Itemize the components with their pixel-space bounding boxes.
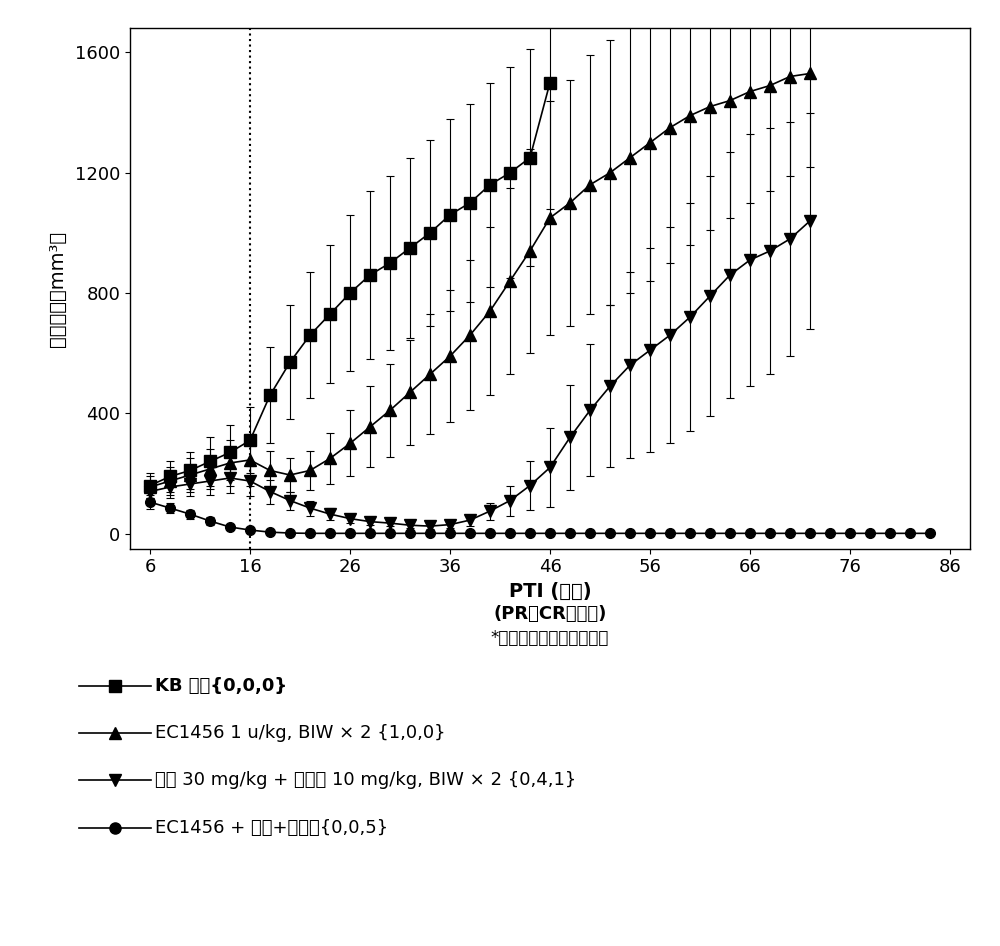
Text: (PR、CR、治愈): (PR、CR、治愈) (493, 605, 607, 623)
Y-axis label: 胿瘤体积（mm³）: 胿瘤体积（mm³） (48, 231, 67, 346)
Text: PTI (天数): PTI (天数) (509, 582, 591, 601)
Text: 卡铂 30 mg/kg + 紫杉醇 10 mg/kg, BIW × 2 {0,4,1}: 卡铂 30 mg/kg + 紫杉醇 10 mg/kg, BIW × 2 {0,4… (155, 771, 576, 790)
Text: KB 对照{0,0,0}: KB 对照{0,0,0} (155, 676, 287, 695)
Text: EC1456 + 卡铂+紫杉醇{0,0,5}: EC1456 + 卡铂+紫杉醇{0,0,5} (155, 818, 388, 837)
Text: *虚线表示最终给药的日子: *虚线表示最终给药的日子 (491, 629, 609, 647)
Text: EC1456 1 u/kg, BIW × 2 {1,0,0}: EC1456 1 u/kg, BIW × 2 {1,0,0} (155, 724, 446, 743)
